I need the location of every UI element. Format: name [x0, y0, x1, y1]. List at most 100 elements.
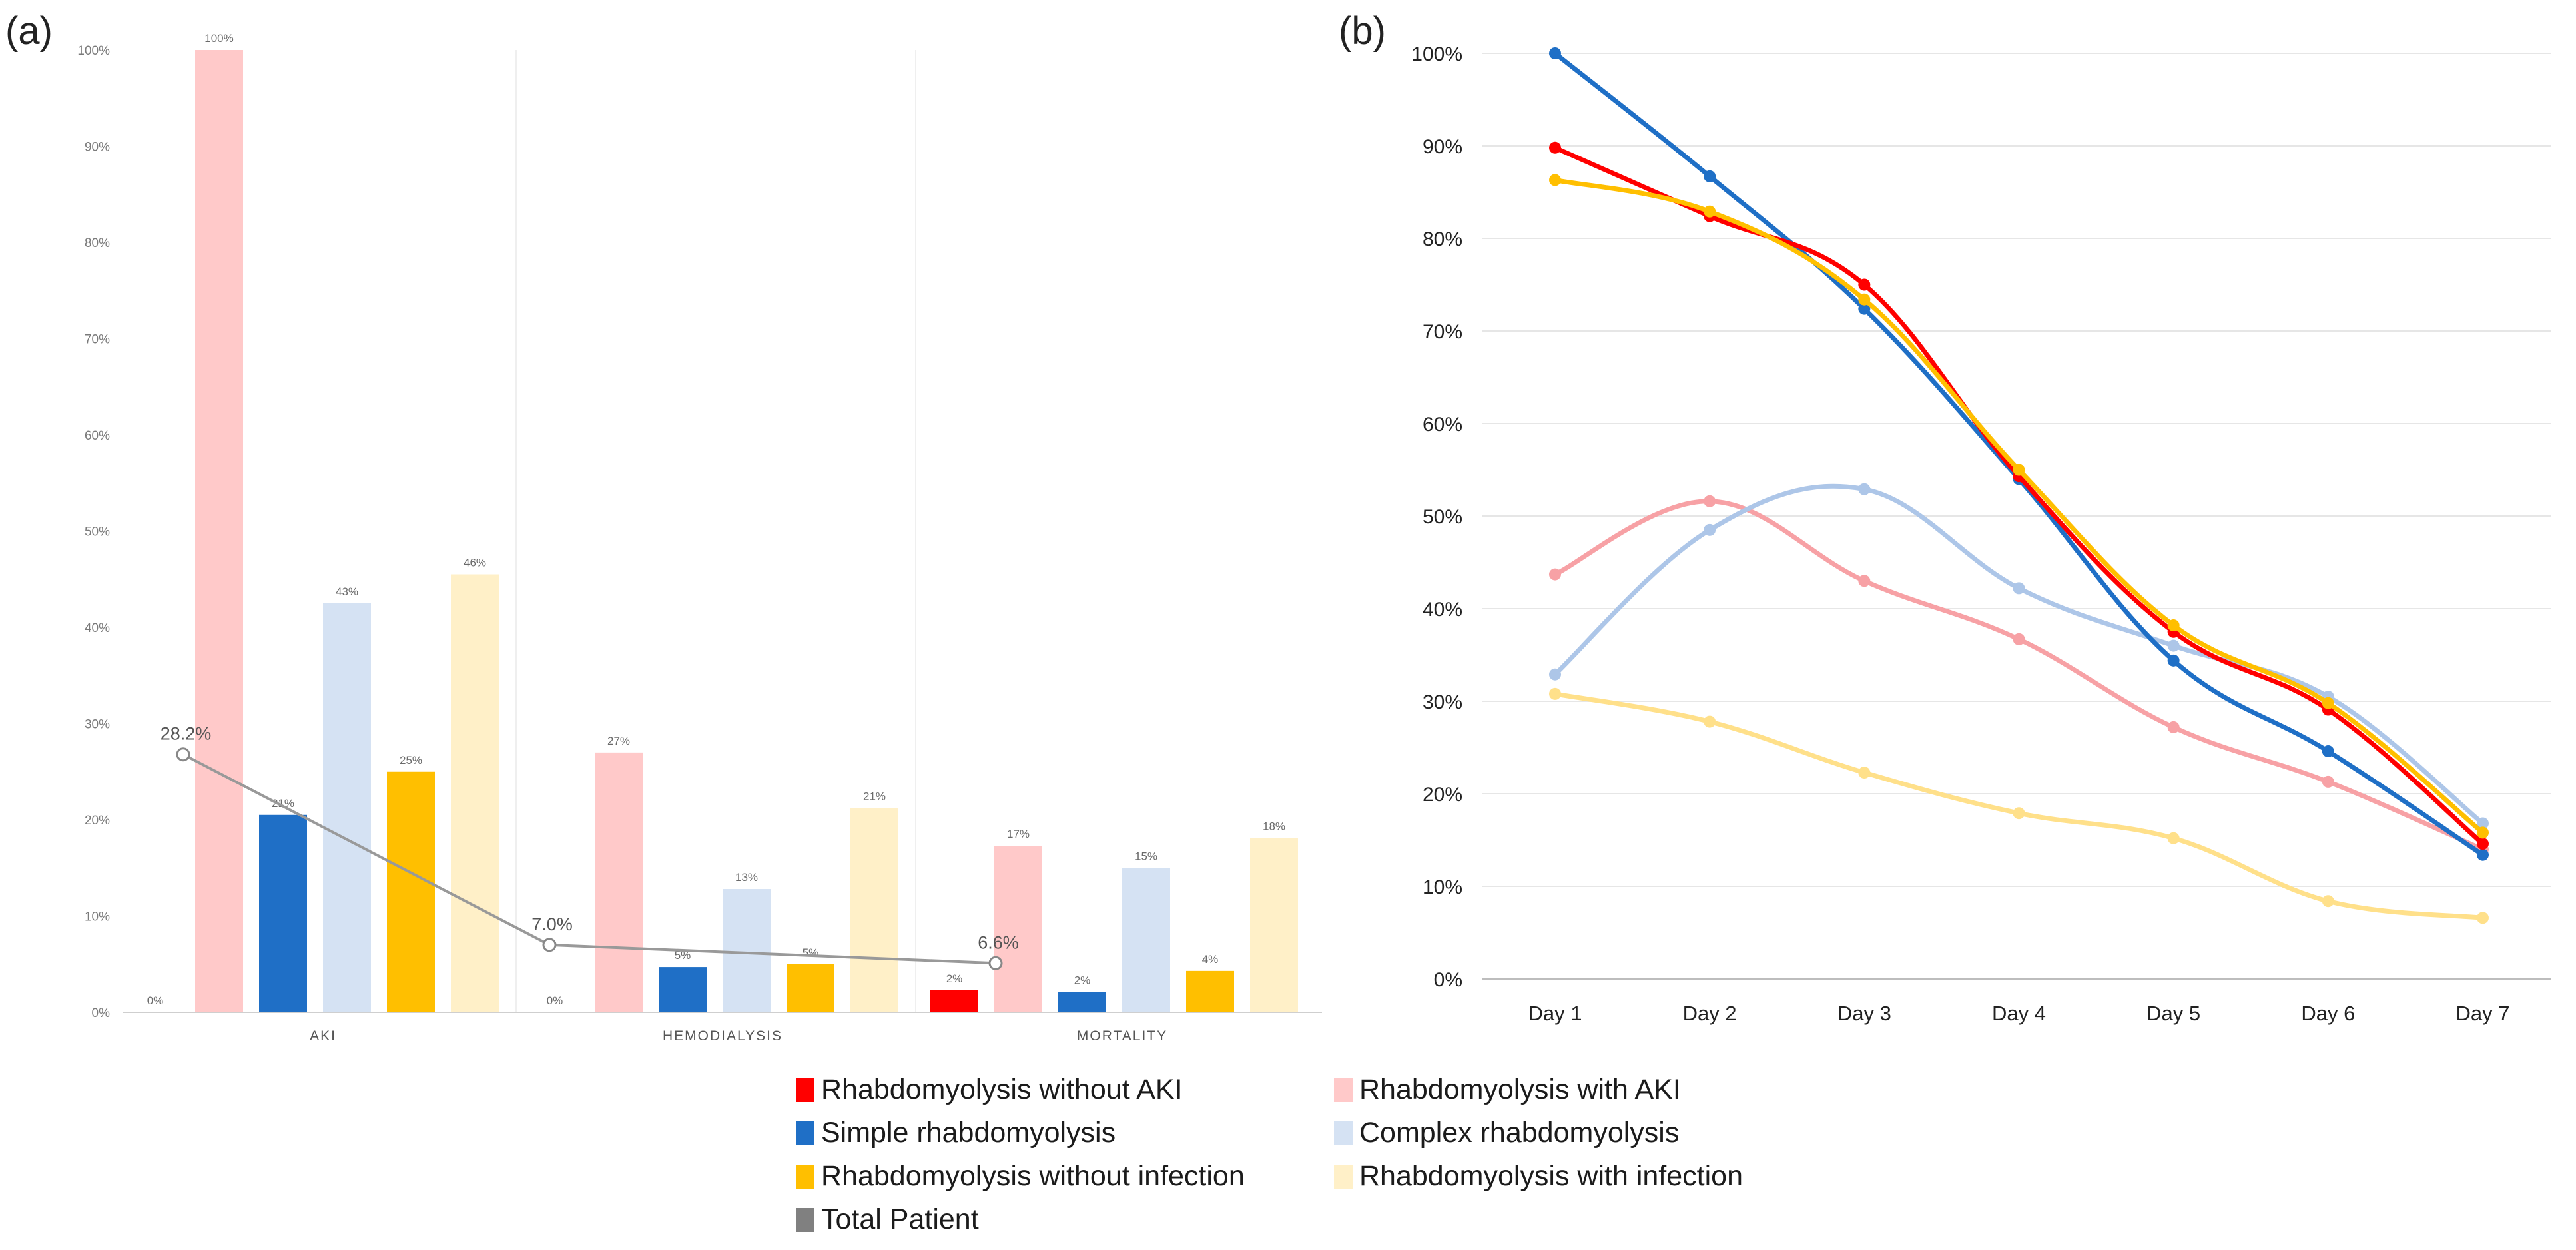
data-point	[1549, 47, 1561, 59]
data-point	[1858, 767, 1871, 779]
x-tick-label: Day 4	[1992, 1002, 2046, 1025]
legend-swatch	[796, 1078, 814, 1102]
bar	[595, 752, 643, 1012]
bar-data-label: 2%	[1074, 974, 1091, 987]
total-patient-point	[988, 956, 1003, 970]
data-point	[2013, 582, 2025, 595]
y-tick-label: 20%	[85, 814, 110, 828]
y-tick-label: 40%	[1423, 599, 1462, 621]
x-tick-label: Day 3	[1837, 1002, 1891, 1025]
data-point	[2477, 817, 2489, 830]
y-tick-label: 70%	[1423, 321, 1462, 343]
legend-label: Rhabdomyolysis without infection	[821, 1160, 1245, 1192]
data-point	[2322, 745, 2334, 758]
data-point	[1704, 715, 1716, 728]
bar	[994, 846, 1042, 1012]
bar	[1186, 970, 1234, 1012]
y-tick-label: 0%	[92, 1006, 111, 1020]
data-point	[2167, 619, 2180, 632]
y-tick-label: 60%	[1423, 414, 1462, 436]
y-tick-label: 30%	[1423, 691, 1462, 713]
y-tick-label: 90%	[1423, 136, 1462, 158]
legend-swatch	[1334, 1121, 1353, 1145]
bar-data-label: 15%	[1135, 850, 1157, 862]
legend-label: Rhabdomyolysis with infection	[1359, 1160, 1743, 1192]
bar	[451, 574, 499, 1012]
legend-item-without-aki: Rhabdomyolysis without AKI	[796, 1074, 1183, 1106]
bar-data-label: 100%	[204, 32, 233, 45]
y-tick-label: 10%	[1423, 876, 1462, 898]
data-point	[2477, 826, 2489, 839]
x-tick-label: Day 6	[2301, 1002, 2355, 1025]
bar	[723, 889, 771, 1012]
data-point	[1704, 495, 1716, 507]
legend-label: Total Patient	[821, 1203, 979, 1235]
data-point	[2167, 832, 2180, 844]
data-point	[1704, 523, 1716, 536]
data-point	[1858, 483, 1871, 495]
y-tick-label: 0%	[1434, 969, 1462, 991]
y-tick-label: 80%	[1423, 228, 1462, 250]
data-point	[2013, 807, 2025, 820]
bar	[787, 964, 834, 1012]
data-point	[2322, 697, 2334, 709]
bar-data-label: 0%	[147, 994, 164, 1007]
legend-swatch	[1334, 1078, 1353, 1102]
bar	[1122, 868, 1170, 1012]
x-tick-label: Day 7	[2456, 1002, 2510, 1025]
legend-item-total-patient: Total Patient	[796, 1203, 979, 1236]
bar-data-label: 25%	[400, 754, 422, 767]
bar	[259, 814, 307, 1012]
data-point	[2477, 912, 2489, 924]
data-point	[1549, 141, 1561, 154]
total-patient-label: 6.6%	[978, 932, 1019, 952]
total-patient-label: 7.0%	[531, 914, 573, 934]
x-tick-label: Day 2	[1683, 1002, 1737, 1025]
legend-item-complex: Complex rhabdomyolysis	[1334, 1117, 1679, 1149]
legend-swatch	[796, 1164, 814, 1189]
legend-swatch	[796, 1121, 814, 1145]
y-tick-label: 100%	[1411, 43, 1462, 65]
bar-data-label: 2%	[946, 972, 963, 985]
y-tick-label: 60%	[85, 429, 110, 443]
x-tick-label: MORTALITY	[1077, 1028, 1167, 1044]
bar-data-label: 4%	[1202, 953, 1219, 966]
total-patient-label: 28.2%	[161, 724, 212, 744]
data-point	[1858, 293, 1871, 306]
y-tick-label: 50%	[85, 525, 110, 539]
bar	[1250, 838, 1298, 1012]
bar	[850, 808, 898, 1012]
bar	[195, 50, 243, 1012]
panel-b-line-chart: 0% 10% 20% 30% 40% 50% 60% 70% 80% 90% 100% Day 1 Da…	[1411, 43, 2551, 1025]
y-tick-label: 10%	[85, 910, 110, 924]
bar-data-label: 18%	[1263, 820, 1285, 832]
data-point	[1549, 568, 1561, 581]
series-line	[1552, 145, 2485, 846]
y-tick-label: 80%	[85, 236, 110, 250]
bar	[323, 603, 371, 1012]
data-point	[2477, 848, 2489, 861]
data-point	[2322, 895, 2334, 908]
data-point	[1549, 687, 1561, 700]
legend-label: Rhabdomyolysis without AKI	[821, 1074, 1183, 1105]
series-line	[1552, 51, 2485, 858]
data-point	[1858, 575, 1871, 587]
legend-swatch	[796, 1207, 814, 1232]
y-tick-label: 50%	[1423, 506, 1462, 528]
legend-label: Rhabdomyolysis with AKI	[1359, 1074, 1681, 1105]
legend-item-with-infection: Rhabdomyolysis with infection	[1334, 1160, 1743, 1193]
data-point	[1704, 170, 1716, 182]
bar-data-label: 21%	[272, 797, 294, 810]
legend-label: Complex rhabdomyolysis	[1359, 1117, 1680, 1149]
bar-data-label: 0%	[547, 994, 563, 1007]
data-point	[1858, 302, 1871, 315]
bar-data-label: 21%	[863, 790, 886, 803]
panel-b-label: (b)	[1339, 9, 1386, 53]
series-line	[1552, 499, 2485, 852]
panel-a-label: (a)	[5, 9, 53, 53]
data-point	[2167, 721, 2180, 733]
bar-data-label: 17%	[1007, 828, 1030, 840]
legend-item-simple: Simple rhabdomyolysis	[796, 1117, 1116, 1149]
bar-data-label: 5%	[675, 949, 691, 962]
